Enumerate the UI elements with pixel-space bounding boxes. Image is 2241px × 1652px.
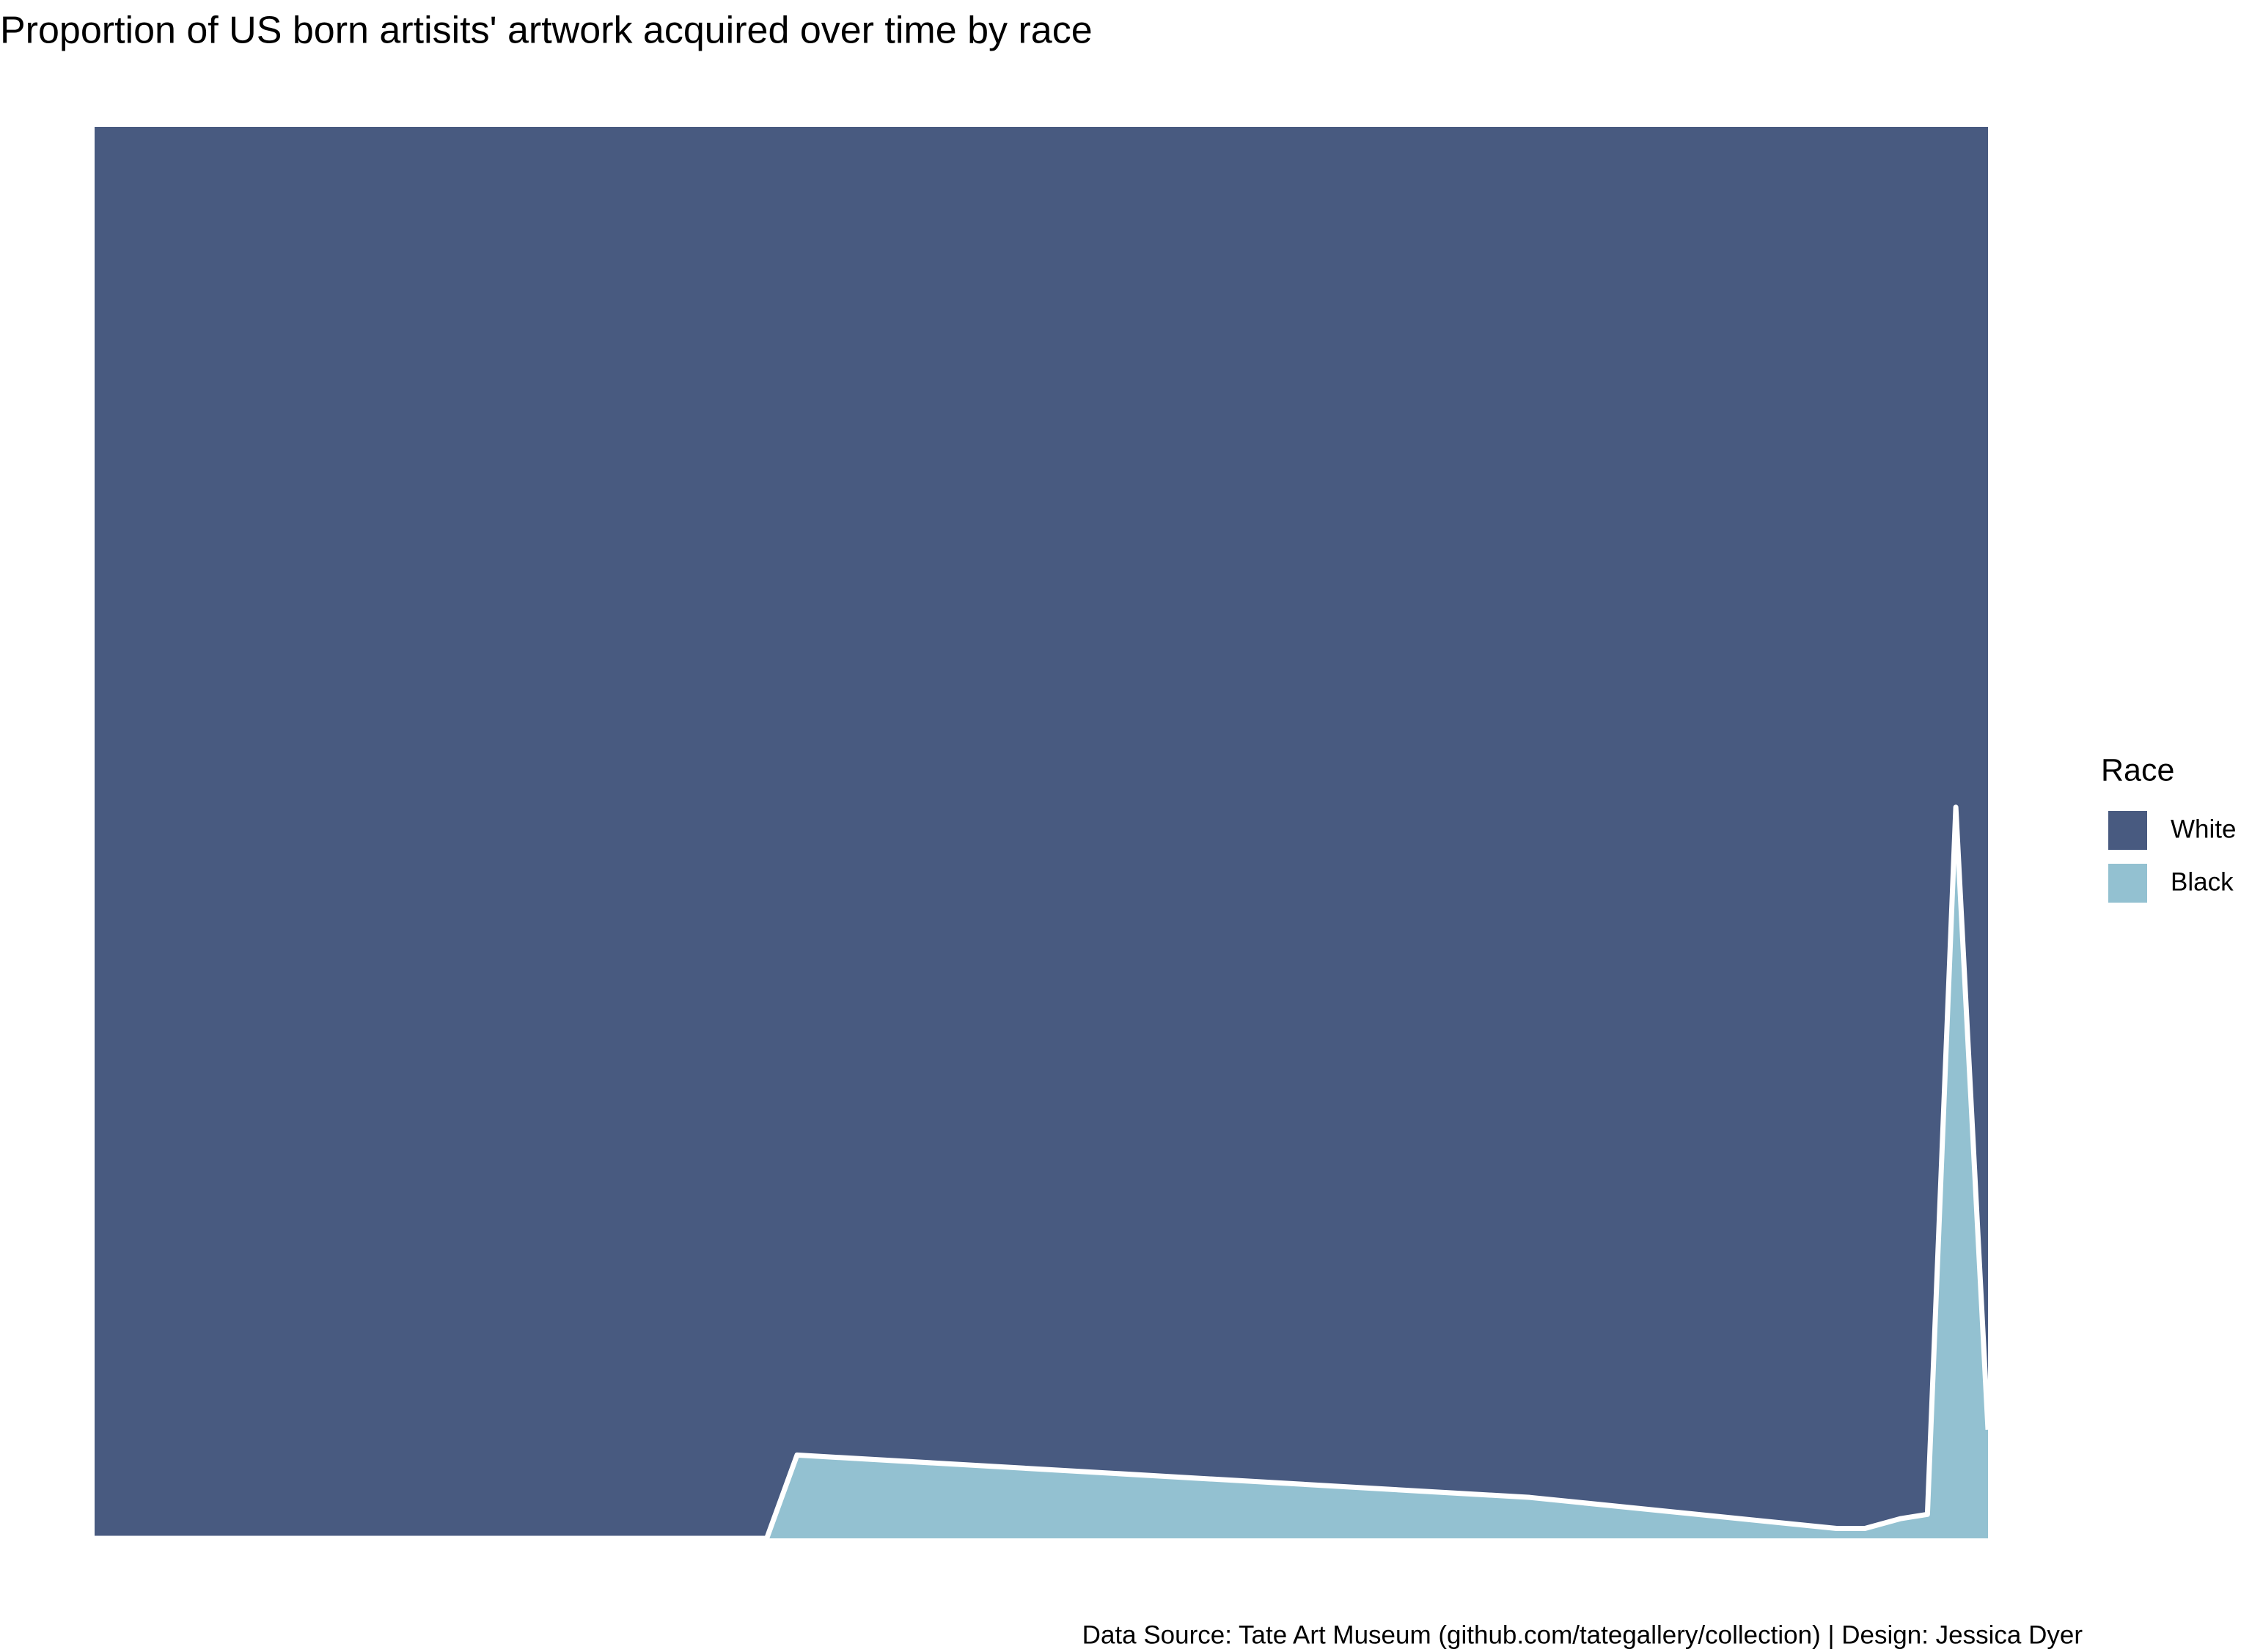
legend-swatch: [2108, 811, 2147, 850]
legend-label: Black: [2171, 867, 2234, 896]
chart-title: Proportion of US born artisits' artwork …: [0, 10, 1093, 52]
boundary-line: [95, 804, 1991, 1541]
legend-title: Race: [2101, 752, 2174, 788]
area: [95, 127, 1988, 1538]
legend-swatch: [2108, 864, 2147, 903]
caption: Data Source: Tate Art Museum (github.com…: [1082, 1620, 2083, 1649]
legend-label: White: [2171, 815, 2236, 843]
